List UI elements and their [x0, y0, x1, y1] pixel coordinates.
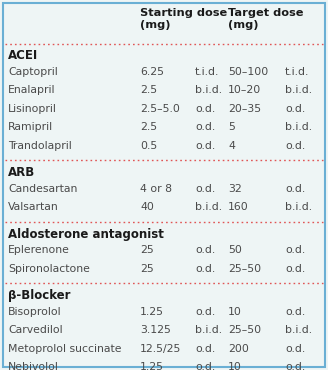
- Text: Metoprolol succinate: Metoprolol succinate: [8, 344, 121, 354]
- Text: 4 or 8: 4 or 8: [140, 184, 172, 194]
- Text: o.d.: o.d.: [285, 104, 305, 114]
- Text: b.i.d.: b.i.d.: [285, 325, 312, 335]
- Text: 0.5: 0.5: [140, 141, 157, 151]
- Text: Captopril: Captopril: [8, 67, 58, 77]
- Text: 25: 25: [140, 264, 154, 274]
- Text: 25: 25: [140, 245, 154, 255]
- Text: Candesartan: Candesartan: [8, 184, 77, 194]
- Text: Eplerenone: Eplerenone: [8, 245, 70, 255]
- Text: 4: 4: [228, 141, 235, 151]
- Text: 25–50: 25–50: [228, 325, 261, 335]
- Text: o.d.: o.d.: [195, 264, 215, 274]
- Text: Ramipril: Ramipril: [8, 122, 53, 132]
- Text: o.d.: o.d.: [195, 245, 215, 255]
- Text: 50: 50: [228, 245, 242, 255]
- Text: b.i.d.: b.i.d.: [195, 325, 222, 335]
- Text: 12.5/25: 12.5/25: [140, 344, 181, 354]
- Text: b.i.d.: b.i.d.: [195, 85, 222, 95]
- Text: b.i.d.: b.i.d.: [195, 202, 222, 212]
- Text: 50–100: 50–100: [228, 67, 268, 77]
- Text: o.d.: o.d.: [195, 307, 215, 317]
- Text: 40: 40: [140, 202, 154, 212]
- Text: o.d.: o.d.: [285, 362, 305, 370]
- Text: 1.25: 1.25: [140, 362, 164, 370]
- Text: 10: 10: [228, 307, 242, 317]
- Text: o.d.: o.d.: [195, 362, 215, 370]
- Text: o.d.: o.d.: [195, 104, 215, 114]
- Text: β-Blocker: β-Blocker: [8, 289, 71, 302]
- Text: o.d.: o.d.: [285, 141, 305, 151]
- Text: 20–35: 20–35: [228, 104, 261, 114]
- Text: Spironolactone: Spironolactone: [8, 264, 90, 274]
- Text: Valsartan: Valsartan: [8, 202, 59, 212]
- Text: Bisoprolol: Bisoprolol: [8, 307, 62, 317]
- Text: 160: 160: [228, 202, 249, 212]
- Text: 5: 5: [228, 122, 235, 132]
- Text: 25–50: 25–50: [228, 264, 261, 274]
- Text: o.d.: o.d.: [195, 122, 215, 132]
- Text: t.i.d.: t.i.d.: [195, 67, 219, 77]
- Text: Lisinopril: Lisinopril: [8, 104, 57, 114]
- Text: b.i.d.: b.i.d.: [285, 85, 312, 95]
- Text: 200: 200: [228, 344, 249, 354]
- Text: Carvedilol: Carvedilol: [8, 325, 63, 335]
- Text: 6.25: 6.25: [140, 67, 164, 77]
- Text: o.d.: o.d.: [195, 141, 215, 151]
- Text: 10: 10: [228, 362, 242, 370]
- Text: 2.5–5.0: 2.5–5.0: [140, 104, 180, 114]
- Text: Nebivolol: Nebivolol: [8, 362, 59, 370]
- Text: ARB: ARB: [8, 166, 35, 179]
- Text: 32: 32: [228, 184, 242, 194]
- Text: 1.25: 1.25: [140, 307, 164, 317]
- Text: o.d.: o.d.: [285, 184, 305, 194]
- Text: o.d.: o.d.: [285, 307, 305, 317]
- Text: o.d.: o.d.: [195, 184, 215, 194]
- Text: 10–20: 10–20: [228, 85, 261, 95]
- Text: 3.125: 3.125: [140, 325, 171, 335]
- Text: o.d.: o.d.: [285, 264, 305, 274]
- Text: Starting dose
(mg): Starting dose (mg): [140, 8, 227, 30]
- Text: Aldosterone antagonist: Aldosterone antagonist: [8, 228, 164, 240]
- Text: Trandolapril: Trandolapril: [8, 141, 72, 151]
- Text: 2.5: 2.5: [140, 85, 157, 95]
- Text: Enalapril: Enalapril: [8, 85, 55, 95]
- Text: ACEI: ACEI: [8, 49, 38, 62]
- Text: o.d.: o.d.: [195, 344, 215, 354]
- Text: 2.5: 2.5: [140, 122, 157, 132]
- Text: Target dose
(mg): Target dose (mg): [228, 8, 303, 30]
- Text: o.d.: o.d.: [285, 344, 305, 354]
- Text: o.d.: o.d.: [285, 245, 305, 255]
- Text: b.i.d.: b.i.d.: [285, 122, 312, 132]
- Text: t.i.d.: t.i.d.: [285, 67, 309, 77]
- Text: b.i.d.: b.i.d.: [285, 202, 312, 212]
